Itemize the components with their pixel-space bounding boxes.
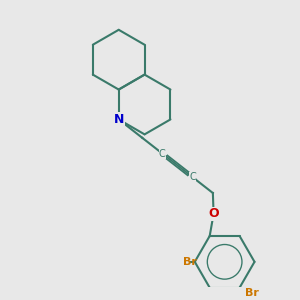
Text: N: N (113, 113, 124, 126)
Text: Br: Br (245, 288, 259, 298)
Text: C: C (159, 149, 166, 159)
Text: Br: Br (183, 257, 197, 267)
Text: O: O (208, 207, 219, 220)
Text: C: C (189, 172, 196, 182)
